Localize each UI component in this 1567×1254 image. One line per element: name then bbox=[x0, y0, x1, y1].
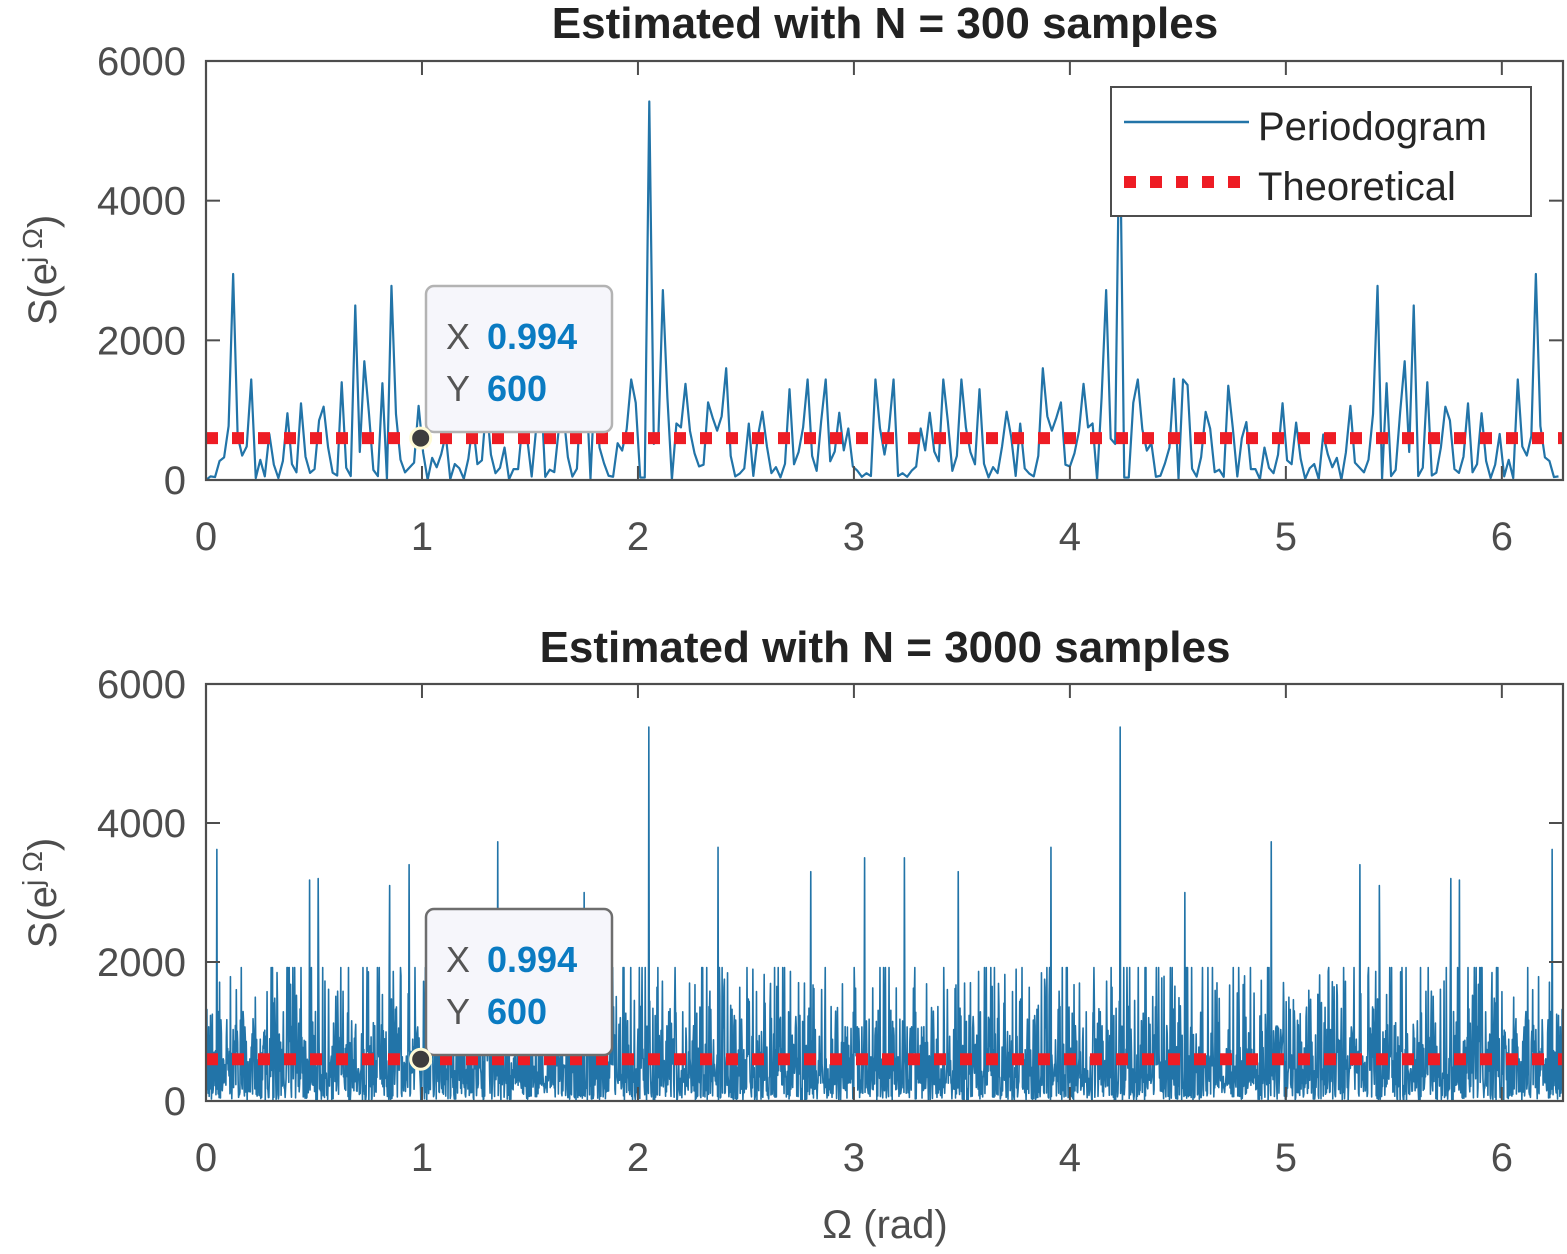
datatip-y-value: 600 bbox=[487, 991, 547, 1032]
legend: Periodogram Theoretical bbox=[1110, 86, 1532, 217]
axes-bottom: Estimated with N = 3000 samples 0 1 2 3 4 5 60… bbox=[17, 623, 1565, 1247]
ytick-label: 2000 bbox=[97, 941, 186, 985]
axes-box bbox=[204, 59, 1565, 482]
ytick-label: 4000 bbox=[97, 180, 186, 224]
xtick-label: 5 bbox=[1275, 1136, 1297, 1180]
ticks-bottom: 0 1 2 3 4 5 6 0 2000 4000 6000 bbox=[97, 663, 1565, 1180]
ytick-label: 0 bbox=[164, 459, 186, 503]
datatip-bottom[interactable]: X 0.994 Y 600 bbox=[424, 907, 614, 1057]
xtick-label: 5 bbox=[1275, 515, 1297, 559]
xtick-label: 0 bbox=[195, 515, 217, 559]
plot-area-top bbox=[206, 100, 1563, 480]
xtick-label: 1 bbox=[411, 515, 433, 559]
legend-box bbox=[1110, 86, 1532, 217]
xtick-label: 6 bbox=[1491, 515, 1513, 559]
datatip-box bbox=[424, 907, 614, 1057]
xtick-label: 4 bbox=[1059, 1136, 1081, 1180]
datatip-x-value: 0.994 bbox=[487, 939, 577, 980]
ylabel-top: S(ej Ω) bbox=[17, 215, 65, 326]
ticks-top: 0 1 2 3 4 5 6 0 2000 4000 6000 bbox=[97, 40, 1565, 559]
xtick-label: 6 bbox=[1491, 1136, 1513, 1180]
xtick-label: 3 bbox=[843, 515, 865, 559]
plot-area-bottom bbox=[206, 726, 1563, 1101]
datatip-x-key: X bbox=[446, 939, 470, 980]
datatip-marker-top[interactable] bbox=[409, 426, 433, 450]
axes-top: Estimated with N = 300 samples 0 1 2 3 4 5 6 0 2… bbox=[17, 0, 1565, 559]
legend-label-theoretical: Theoretical bbox=[1258, 165, 1456, 209]
datatip-top[interactable]: X 0.994 Y 600 bbox=[424, 284, 614, 434]
datatip-x-value: 0.994 bbox=[487, 316, 577, 357]
xlabel-bottom: Ω (rad) bbox=[822, 1203, 947, 1247]
ytick-label: 4000 bbox=[97, 802, 186, 846]
xtick-label: 2 bbox=[627, 515, 649, 559]
datatip-x-key: X bbox=[446, 316, 470, 357]
ytick-label: 6000 bbox=[97, 40, 186, 84]
title-bottom: Estimated with N = 3000 samples bbox=[540, 623, 1231, 672]
xtick-label: 0 bbox=[195, 1136, 217, 1180]
datatip-marker-bottom[interactable] bbox=[409, 1047, 433, 1071]
ylabel-bottom: S(ej Ω) bbox=[17, 838, 65, 949]
datatip-y-key: Y bbox=[446, 368, 470, 409]
legend-label-periodogram: Periodogram bbox=[1258, 105, 1487, 149]
series-periodogram bbox=[206, 726, 1563, 1101]
xtick-label: 4 bbox=[1059, 515, 1081, 559]
xtick-label: 3 bbox=[843, 1136, 865, 1180]
ytick-label: 6000 bbox=[97, 663, 186, 707]
xtick-label: 2 bbox=[627, 1136, 649, 1180]
datatip-y-value: 600 bbox=[487, 368, 547, 409]
axes-box bbox=[204, 682, 1565, 1103]
title-top: Estimated with N = 300 samples bbox=[552, 0, 1218, 48]
datatip-box bbox=[424, 284, 614, 434]
datatip-y-key: Y bbox=[446, 991, 470, 1032]
xtick-label: 1 bbox=[411, 1136, 433, 1180]
ytick-label: 2000 bbox=[97, 319, 186, 363]
ytick-label: 0 bbox=[164, 1080, 186, 1124]
